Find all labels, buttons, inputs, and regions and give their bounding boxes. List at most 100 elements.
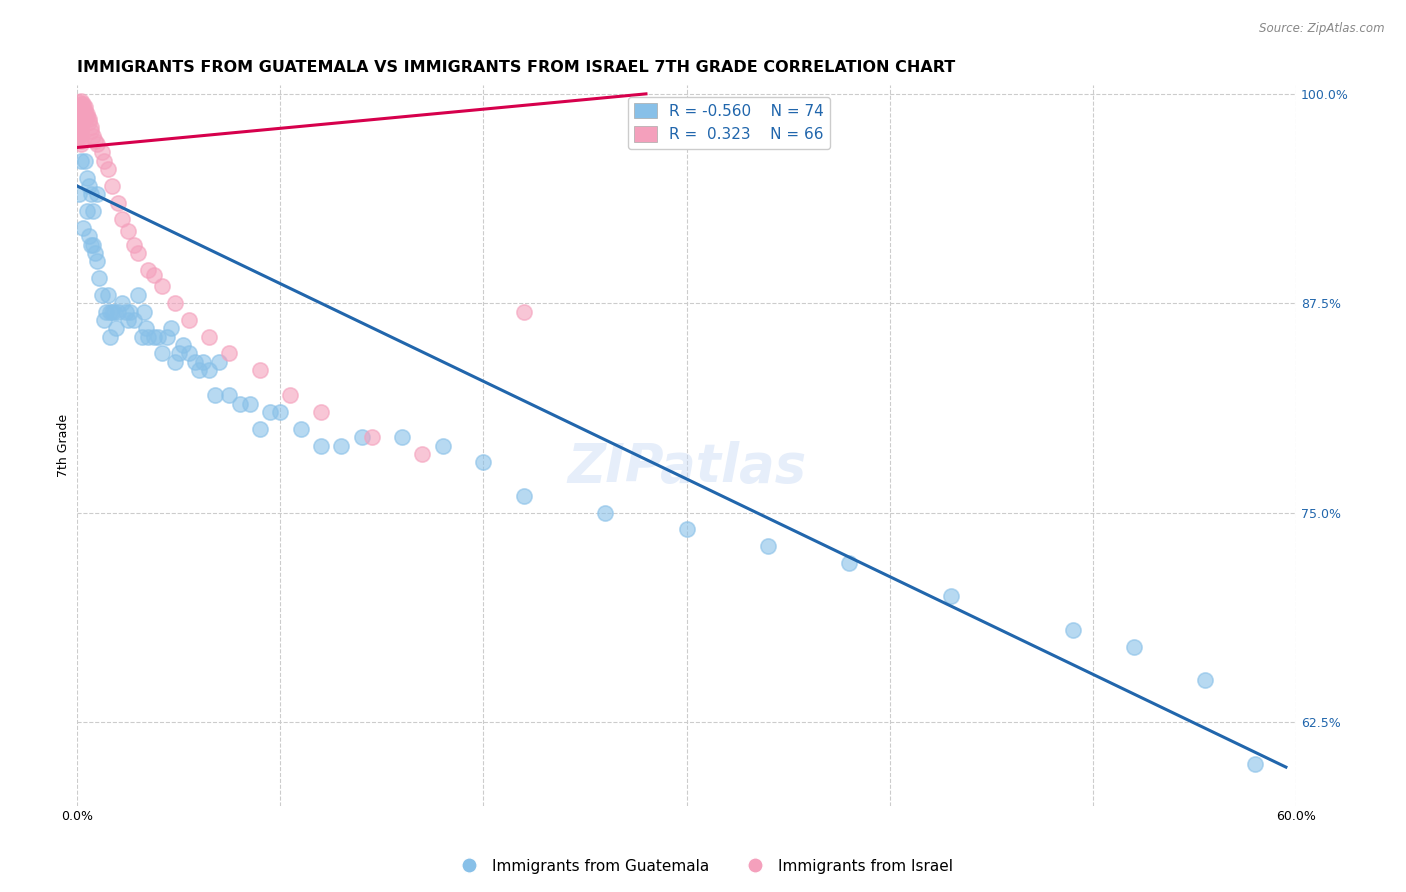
Point: [127, 288, 149, 302]
Point: [107, 195, 129, 210]
Point: [134, 304, 156, 318]
Point: [391, 430, 413, 444]
Point: [122, 313, 145, 327]
Point: [76, 107, 98, 121]
Point: [111, 212, 134, 227]
Point: [163, 296, 186, 310]
Point: [86, 187, 108, 202]
Point: [67, 109, 90, 123]
Point: [86, 137, 108, 152]
Point: [70, 100, 93, 114]
Point: [117, 224, 139, 238]
Point: [309, 438, 332, 452]
Point: [84, 246, 107, 260]
Point: [90, 145, 112, 160]
Point: [100, 178, 122, 193]
Point: [191, 355, 214, 369]
Point: [135, 321, 157, 335]
Point: [838, 556, 860, 570]
Point: [98, 329, 121, 343]
Point: [70, 130, 93, 145]
Point: [67, 187, 90, 202]
Point: [89, 271, 111, 285]
Point: [259, 405, 281, 419]
Point: [218, 346, 240, 360]
Point: [70, 120, 93, 135]
Point: [143, 329, 166, 343]
Point: [360, 430, 382, 444]
Point: [208, 355, 231, 369]
Point: [70, 127, 93, 141]
Point: [76, 170, 98, 185]
Point: [290, 422, 312, 436]
Point: [72, 96, 94, 111]
Point: [136, 329, 159, 343]
Point: [72, 113, 94, 128]
Point: [152, 346, 174, 360]
Legend: Immigrants from Guatemala, Immigrants from Israel: Immigrants from Guatemala, Immigrants fr…: [447, 853, 959, 880]
Y-axis label: 7th Grade: 7th Grade: [58, 414, 70, 477]
Point: [70, 94, 93, 108]
Point: [595, 506, 617, 520]
Point: [204, 388, 226, 402]
Point: [198, 329, 221, 343]
Point: [70, 103, 93, 118]
Point: [75, 107, 97, 121]
Point: [330, 438, 353, 452]
Point: [177, 346, 200, 360]
Point: [148, 329, 170, 343]
Point: [70, 153, 93, 168]
Point: [184, 355, 207, 369]
Point: [67, 125, 90, 139]
Point: [143, 268, 166, 282]
Point: [228, 397, 250, 411]
Point: [70, 124, 93, 138]
Point: [1122, 640, 1144, 654]
Point: [76, 111, 98, 125]
Point: [98, 304, 121, 318]
Point: [67, 102, 90, 116]
Point: [67, 112, 90, 126]
Point: [75, 111, 97, 125]
Point: [67, 122, 90, 136]
Point: [411, 447, 433, 461]
Point: [75, 103, 97, 118]
Point: [70, 96, 93, 111]
Point: [72, 111, 94, 125]
Point: [198, 363, 221, 377]
Point: [104, 321, 127, 335]
Point: [70, 117, 93, 131]
Point: [280, 388, 302, 402]
Text: Source: ZipAtlas.com: Source: ZipAtlas.com: [1260, 22, 1385, 36]
Point: [70, 111, 93, 125]
Point: [67, 115, 90, 129]
Legend: R = -0.560    N = 74, R =  0.323    N = 66: R = -0.560 N = 74, R = 0.323 N = 66: [628, 96, 831, 149]
Point: [188, 363, 211, 377]
Point: [117, 313, 139, 327]
Point: [67, 98, 90, 112]
Point: [82, 128, 104, 143]
Point: [84, 134, 107, 148]
Point: [249, 363, 271, 377]
Point: [67, 95, 90, 110]
Point: [80, 237, 103, 252]
Point: [97, 288, 120, 302]
Point: [72, 103, 94, 118]
Point: [136, 262, 159, 277]
Point: [115, 304, 138, 318]
Point: [80, 120, 103, 135]
Point: [70, 107, 93, 121]
Point: [118, 304, 141, 318]
Point: [111, 296, 134, 310]
Point: [79, 229, 101, 244]
Point: [70, 137, 93, 152]
Point: [159, 321, 181, 335]
Point: [122, 237, 145, 252]
Text: ZIPatlas: ZIPatlas: [567, 442, 806, 493]
Point: [72, 100, 94, 114]
Point: [67, 105, 90, 120]
Point: [218, 388, 240, 402]
Point: [152, 279, 174, 293]
Point: [70, 113, 93, 128]
Point: [675, 522, 697, 536]
